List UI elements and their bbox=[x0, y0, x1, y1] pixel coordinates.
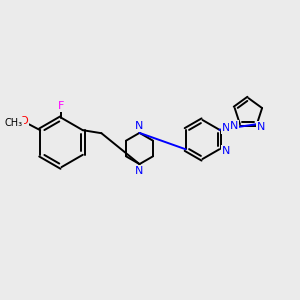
Text: F: F bbox=[58, 101, 65, 111]
Text: N: N bbox=[135, 121, 144, 131]
Text: CH₃: CH₃ bbox=[5, 118, 23, 128]
Text: N: N bbox=[222, 146, 230, 156]
Text: N: N bbox=[135, 166, 144, 176]
Text: N: N bbox=[257, 122, 266, 132]
Text: N: N bbox=[222, 123, 230, 133]
Text: O: O bbox=[19, 116, 28, 127]
Text: N: N bbox=[230, 121, 238, 130]
